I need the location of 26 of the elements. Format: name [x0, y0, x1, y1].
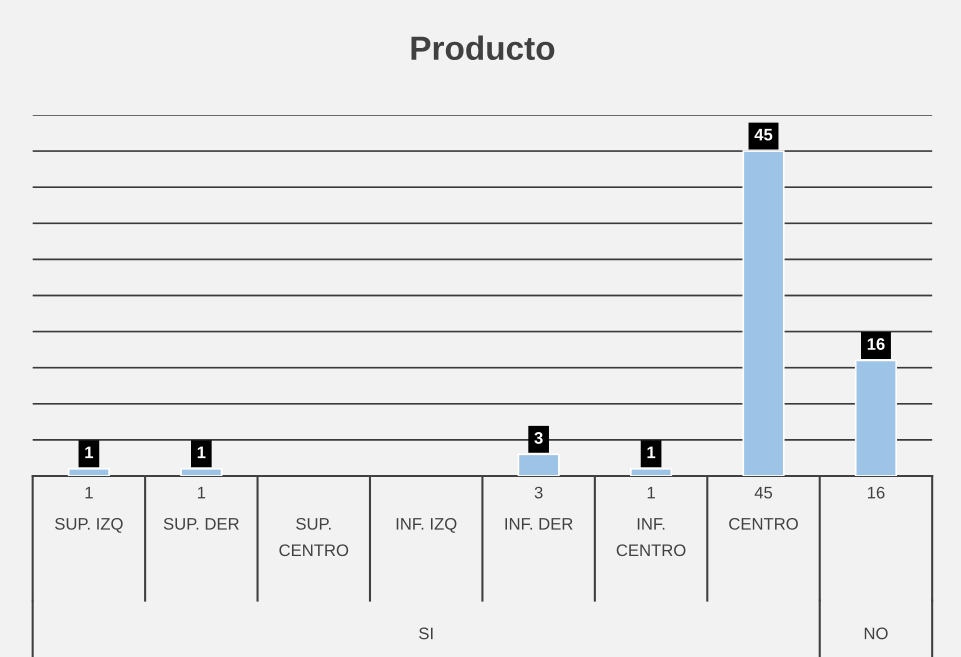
data-label: 3: [534, 432, 543, 444]
text: 16: [868, 486, 884, 499]
data-label: 1: [647, 446, 656, 458]
data-label: 45: [754, 128, 772, 141]
x-tick-label: SUP. DER: [164, 518, 239, 530]
x-tick-label: SUP. IZQ: [55, 518, 123, 533]
data-label: 16: [868, 338, 885, 350]
bar: [630, 468, 672, 476]
text: 1: [86, 486, 93, 498]
text: 1: [648, 486, 655, 498]
bar: [180, 468, 222, 476]
text: 1: [198, 486, 206, 498]
text: SI: [419, 628, 433, 640]
text: 3: [534, 486, 543, 499]
bar: [518, 454, 560, 476]
data-label: 1: [85, 446, 94, 458]
x-tick-label: CENTRO: [729, 518, 798, 530]
bar: [68, 468, 110, 476]
chart-title: Producto: [412, 36, 554, 60]
x-tick-label: INF. IZQ: [396, 518, 456, 533]
x-tick-label: INF. CENTRO: [616, 518, 686, 556]
text: 45: [754, 486, 772, 499]
x-tick-label: INF. DER: [505, 518, 573, 530]
text: NO: [864, 628, 888, 640]
x-tick-label: SUP. CENTRO: [279, 518, 348, 556]
data-label: 1: [198, 446, 206, 458]
